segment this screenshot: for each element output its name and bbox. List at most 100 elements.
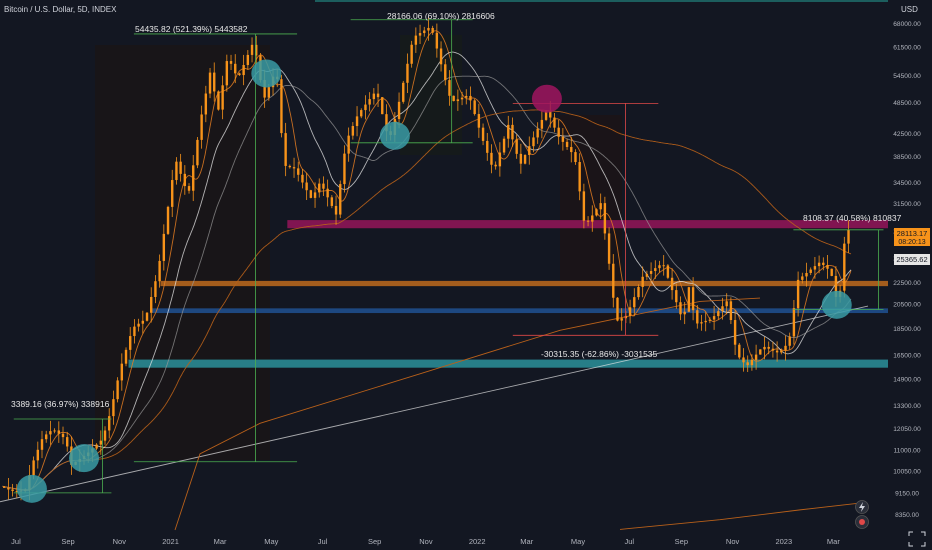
candle-body [612, 263, 615, 298]
candle-body [452, 95, 455, 102]
candle-body [246, 54, 250, 66]
ma-gray-line [2, 75, 852, 491]
candle-body [805, 272, 808, 277]
candle-body [418, 33, 422, 36]
svg-text:08:20:13: 08:20:13 [898, 239, 925, 246]
x-tick-label: Nov [726, 537, 740, 546]
candle-body [95, 444, 98, 449]
candle-body [40, 439, 44, 450]
candle-body [603, 203, 607, 234]
candle-body [368, 99, 371, 105]
y-tick-label: 10050.00 [893, 469, 921, 476]
candle-body [150, 296, 153, 313]
candle-body [733, 320, 737, 345]
candle-body [729, 301, 733, 321]
candle-body [532, 137, 535, 147]
candle-body [145, 312, 149, 321]
candle-body [334, 205, 338, 215]
candle-body [742, 357, 745, 363]
candle-body [763, 346, 766, 350]
ma-slowest-line [174, 297, 761, 531]
candle-body [544, 111, 548, 120]
y-tick-label: 48500.00 [893, 100, 921, 107]
y-tick-label: 13300.00 [893, 403, 921, 410]
y-tick-label: 11000.00 [893, 448, 920, 455]
fullscreen-icon[interactable] [908, 531, 926, 547]
x-tick-label: 2023 [775, 537, 792, 546]
candle-body [32, 460, 35, 476]
candle-body [633, 297, 636, 308]
y-tick-label: 34500.00 [893, 180, 921, 187]
candle-body [578, 162, 581, 192]
x-axis[interactable]: Jul Sep Nov 2021 Mar May Jul Sep Nov 2022 Mar May Ju… [11, 537, 840, 546]
candle-body [700, 322, 703, 324]
candle-body [66, 437, 69, 447]
highlight-circle-magenta [531, 84, 562, 113]
candle-body [381, 97, 384, 115]
candle-body [187, 186, 191, 191]
measure-label-2: 54435.82 (521.39%) 5443582 [135, 24, 248, 34]
candle-body [431, 27, 434, 33]
candle-body [284, 133, 287, 166]
candle-body [788, 336, 791, 346]
candle-body [641, 276, 644, 287]
candle-body [456, 99, 460, 102]
candle-body [196, 139, 199, 166]
candle-body [57, 430, 61, 434]
candle-body [137, 323, 140, 327]
candle-body [364, 104, 367, 111]
candle-body [36, 449, 40, 461]
candle-body [250, 44, 254, 55]
ma-white-line [2, 51, 852, 491]
candle-body [704, 320, 707, 323]
candle-body [99, 440, 103, 445]
settings-icon[interactable] [855, 515, 869, 529]
candle-body [133, 326, 136, 337]
x-tick-label: 2022 [469, 537, 486, 546]
x-tick-label: Sep [675, 537, 688, 546]
x-tick-label: Nov [419, 537, 433, 546]
candle-body [658, 265, 661, 269]
currency-label: USD [901, 5, 918, 14]
candle-body [343, 153, 346, 185]
candle-body [490, 152, 493, 165]
ma-long-line [619, 502, 861, 530]
candle-body [129, 336, 132, 350]
candle-body [280, 79, 283, 134]
candle-body [225, 61, 229, 86]
candle-body [141, 320, 145, 324]
candle-body [801, 276, 804, 280]
candle-body [200, 114, 203, 140]
candle-body [809, 269, 812, 273]
y-tick-label: 8350.00 [895, 512, 919, 519]
candle-body [519, 153, 523, 164]
alert-icon[interactable] [855, 500, 869, 514]
candle-body [410, 44, 413, 64]
candle-body [654, 268, 657, 272]
candle-body [847, 229, 850, 244]
x-tick-label: Nov [113, 537, 127, 546]
candle-body [423, 30, 426, 34]
candle-body [649, 271, 653, 274]
x-tick-label: Sep [61, 537, 74, 546]
x-tick-label: Jul [624, 537, 634, 546]
candle-body [494, 164, 497, 167]
reference-price-tag: 25365.62 [894, 254, 930, 265]
candle-body [780, 350, 783, 353]
y-tick-label: 54500.00 [893, 73, 921, 80]
candle-body [725, 301, 728, 307]
zones-layer [128, 220, 889, 368]
candle-body [683, 311, 686, 315]
y-tick-label: 12050.00 [893, 426, 921, 433]
candle-body [691, 287, 695, 311]
candle-body [696, 310, 699, 324]
candle-body [817, 262, 821, 267]
candle-body [183, 173, 187, 187]
candle-body [263, 80, 266, 98]
candle-body [158, 260, 161, 282]
candle-body [108, 416, 111, 431]
candle-body [103, 430, 107, 441]
zone-orange [160, 280, 889, 287]
y-tick-label: 18500.00 [893, 326, 921, 333]
